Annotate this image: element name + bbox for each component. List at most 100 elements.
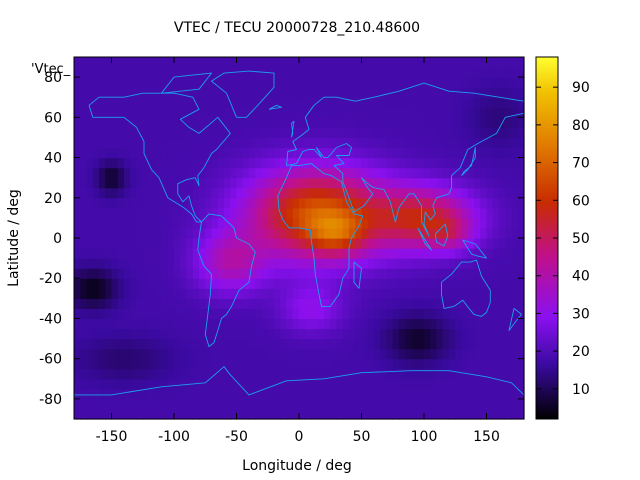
heatmap-cell [492, 278, 500, 289]
heatmap-cell [199, 217, 206, 229]
heatmap-cell [217, 117, 225, 128]
heatmap-cell [455, 238, 463, 249]
heatmap-cell [392, 258, 400, 269]
heatmap-cell [286, 288, 294, 299]
heatmap-cell [236, 107, 244, 118]
heatmap-cell [355, 187, 363, 199]
heatmap-cell [374, 177, 381, 189]
heatmap-cell [99, 278, 106, 289]
heatmap-cell [305, 328, 313, 340]
heatmap-cell [217, 268, 225, 279]
heatmap-cell [424, 137, 431, 149]
heatmap-cell [242, 238, 250, 249]
heatmap-cell [380, 177, 388, 189]
heatmap-cell [192, 187, 200, 199]
heatmap-cell [86, 388, 94, 400]
heatmap-cell [167, 398, 175, 410]
heatmap-cell [124, 87, 131, 98]
heatmap-cell [330, 268, 338, 279]
heatmap-cell [142, 238, 150, 249]
heatmap-cell [474, 117, 481, 128]
heatmap-cell [292, 157, 300, 169]
heatmap-cell [280, 298, 288, 309]
heatmap-cell [455, 127, 463, 139]
heatmap-cell [349, 207, 356, 219]
heatmap-cell [174, 238, 181, 249]
heatmap-cell [186, 187, 194, 199]
heatmap-cell [305, 318, 313, 330]
heatmap-cell [130, 238, 138, 249]
heatmap-cell [255, 388, 263, 400]
heatmap-cell [136, 408, 144, 420]
heatmap-cell [117, 298, 125, 309]
heatmap-cell [380, 348, 388, 360]
heatmap-cell [467, 408, 475, 420]
heatmap-cell [149, 137, 156, 149]
heatmap-cell [336, 348, 344, 360]
heatmap-cell [130, 268, 138, 279]
heatmap-cell [449, 308, 456, 320]
heatmap-cell [124, 177, 131, 189]
heatmap-cell [361, 147, 369, 159]
heatmap-cell [317, 177, 325, 189]
heatmap-cell [380, 238, 388, 249]
heatmap-cell [186, 77, 194, 88]
heatmap-cell [342, 57, 350, 68]
heatmap-cell [136, 268, 144, 279]
heatmap-cell [380, 97, 388, 108]
heatmap-cell [174, 268, 181, 279]
heatmap-cell [236, 358, 244, 370]
heatmap-cell [174, 258, 181, 269]
heatmap-cell [80, 288, 88, 299]
heatmap-cell [199, 207, 206, 219]
heatmap-cell [280, 207, 288, 219]
heatmap-cell [99, 308, 106, 320]
heatmap-cell [374, 227, 381, 239]
heatmap-cell [467, 278, 475, 289]
heatmap-cell [192, 227, 200, 239]
heatmap-cell [392, 308, 400, 320]
heatmap-cell [142, 298, 150, 309]
heatmap-cell [455, 348, 463, 360]
heatmap-cell [336, 408, 344, 420]
heatmap-cell [167, 97, 175, 108]
heatmap-cell [505, 398, 513, 410]
heatmap-cell [461, 268, 469, 279]
heatmap-cell [442, 258, 450, 269]
heatmap-cell [336, 97, 344, 108]
heatmap-cell [236, 97, 244, 108]
heatmap-cell [230, 398, 238, 410]
heatmap-cell [305, 197, 313, 209]
heatmap-cell [486, 308, 494, 320]
heatmap-cell [111, 127, 119, 139]
heatmap-cell [205, 288, 213, 299]
heatmap-cell [355, 298, 363, 309]
heatmap-cell [499, 358, 506, 370]
heatmap-cell [230, 137, 238, 149]
heatmap-cell [311, 388, 319, 400]
heatmap-cell [417, 318, 425, 330]
heatmap-cell [80, 57, 88, 68]
heatmap-cell [317, 77, 325, 88]
heatmap-cell [92, 388, 100, 400]
heatmap-cell [449, 338, 456, 350]
heatmap-cell [399, 388, 406, 400]
heatmap-cell [86, 87, 94, 98]
heatmap-cell [92, 137, 100, 149]
heatmap-cell [311, 278, 319, 289]
heatmap-cell [136, 338, 144, 350]
heatmap-cell [280, 368, 288, 380]
heatmap-cell [199, 408, 206, 420]
heatmap-cell [449, 378, 456, 390]
heatmap-cell [417, 217, 425, 229]
heatmap-cell [105, 157, 113, 169]
heatmap-cell [392, 57, 400, 68]
heatmap-cell [380, 308, 388, 320]
heatmap-cell [274, 388, 281, 400]
heatmap-cell [411, 127, 419, 139]
heatmap-cell [461, 137, 469, 149]
heatmap-cell [317, 127, 325, 139]
heatmap-cell [117, 358, 125, 370]
heatmap-cell [449, 298, 456, 309]
